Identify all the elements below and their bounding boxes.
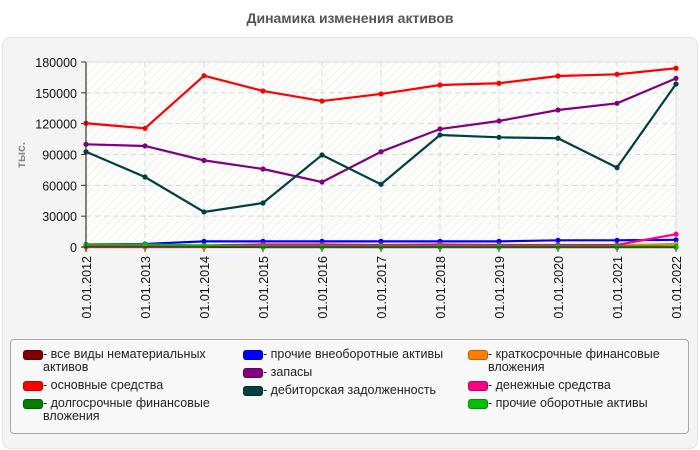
data-point <box>201 238 207 244</box>
data-point <box>673 75 679 81</box>
legend: - все виды нематериальных активов - основ… <box>10 339 689 434</box>
legend-item: - прочие оборотные активы <box>456 397 691 410</box>
legend-item: - краткосрочные финансовые вложения <box>456 348 691 374</box>
chart-title: Динамика изменения активов <box>246 10 454 26</box>
data-point <box>378 91 384 97</box>
data-point <box>378 238 384 244</box>
y-tick-label: 120000 <box>35 118 77 132</box>
data-point <box>142 143 148 149</box>
x-tick-label: 01.01.2022 <box>670 256 684 319</box>
data-point <box>201 209 207 215</box>
legend-swatch-icon <box>23 399 43 409</box>
x-tick-label: 01.01.2012 <box>80 256 94 319</box>
data-point <box>201 73 207 79</box>
y-tick-label: 180000 <box>35 56 77 70</box>
legend-column-3: - краткосрочные финансовые вложения - ден… <box>456 348 691 415</box>
plot-area: 0 30000 60000 90000 120000 150000 180000 01.01.… <box>14 56 684 319</box>
legend-swatch-icon <box>243 350 263 360</box>
data-point <box>260 200 266 206</box>
legend-swatch-icon <box>23 381 43 391</box>
legend-label: - денежные средства <box>488 378 611 392</box>
y-tick-label: 90000 <box>42 149 77 163</box>
x-tick-label: 01.01.2020 <box>552 256 566 319</box>
y-tick-label: 150000 <box>35 87 77 101</box>
legend-swatch-icon <box>468 399 488 409</box>
data-point <box>437 82 443 88</box>
legend-column-2: - прочие внеоборотные активы - запасы - де… <box>231 348 461 402</box>
legend-label: - основные средства <box>43 378 164 392</box>
data-point <box>142 241 148 248</box>
x-tick-label: 01.01.2017 <box>375 256 389 319</box>
x-tick-label: 01.01.2018 <box>434 256 448 319</box>
data-point <box>378 149 384 155</box>
data-point <box>496 80 502 86</box>
data-point <box>437 132 443 138</box>
data-point <box>437 126 443 132</box>
data-point <box>142 174 148 180</box>
x-tick-label: 01.01.2013 <box>139 256 153 319</box>
legend-label: - запасы <box>263 365 313 379</box>
legend-item: - прочие внеоборотные активы <box>231 348 461 361</box>
data-point <box>673 237 679 243</box>
data-point <box>614 100 620 106</box>
data-point <box>201 157 207 163</box>
legend-label: - краткосрочные финансовые вложения <box>488 347 660 374</box>
data-point <box>496 238 502 244</box>
data-point <box>555 135 561 141</box>
legend-item: - основные средства <box>11 379 241 392</box>
legend-item: - денежные средства <box>456 379 691 392</box>
data-point <box>614 71 620 77</box>
legend-swatch-icon <box>468 381 488 391</box>
data-point <box>260 166 266 172</box>
data-point <box>142 125 148 131</box>
y-tick-label: 60000 <box>42 179 77 193</box>
legend-label: - дебиторская задолженность <box>263 383 437 397</box>
data-point <box>260 88 266 94</box>
data-point <box>319 152 325 158</box>
legend-swatch-icon <box>23 350 43 360</box>
legend-label: - прочие оборотные активы <box>488 396 648 410</box>
legend-item: - дебиторская задолженность <box>231 384 461 397</box>
data-point <box>673 81 679 87</box>
line-chart: 0 30000 60000 90000 120000 150000 180000 01.01.… <box>14 56 684 319</box>
data-point <box>378 181 384 187</box>
data-point <box>319 98 325 104</box>
legend-item: - запасы <box>231 366 461 379</box>
data-point <box>673 231 679 237</box>
legend-label: - долгосрочные финансовые вложения <box>43 396 210 423</box>
data-point <box>319 179 325 185</box>
y-axis-label: тыс. <box>14 142 28 168</box>
legend-label: - прочие внеоборотные активы <box>263 347 444 361</box>
x-tick-label: 01.01.2021 <box>611 256 625 319</box>
data-point <box>555 73 561 79</box>
legend-label: - все виды нематериальных активов <box>43 347 206 374</box>
data-point <box>555 237 561 243</box>
legend-item: - долгосрочные финансовые вложения <box>11 397 241 423</box>
x-tick-label: 01.01.2016 <box>316 256 330 319</box>
data-point <box>614 237 620 243</box>
x-tick-label: 01.01.2014 <box>198 256 212 319</box>
legend-swatch-icon <box>243 368 263 378</box>
data-point <box>496 118 502 124</box>
data-point <box>614 165 620 171</box>
legend-item: - все виды нематериальных активов <box>11 348 241 374</box>
x-tick-label: 01.01.2015 <box>257 256 271 319</box>
legend-column-1: - все виды нематериальных активов - основ… <box>11 348 241 428</box>
y-tick-label: 0 <box>70 241 77 255</box>
data-point <box>555 107 561 113</box>
legend-swatch-icon <box>243 386 263 396</box>
data-point <box>496 134 502 140</box>
data-point <box>673 65 679 71</box>
x-tick-label: 01.01.2019 <box>493 256 507 319</box>
legend-swatch-icon <box>468 350 488 360</box>
y-tick-label: 30000 <box>42 210 77 224</box>
